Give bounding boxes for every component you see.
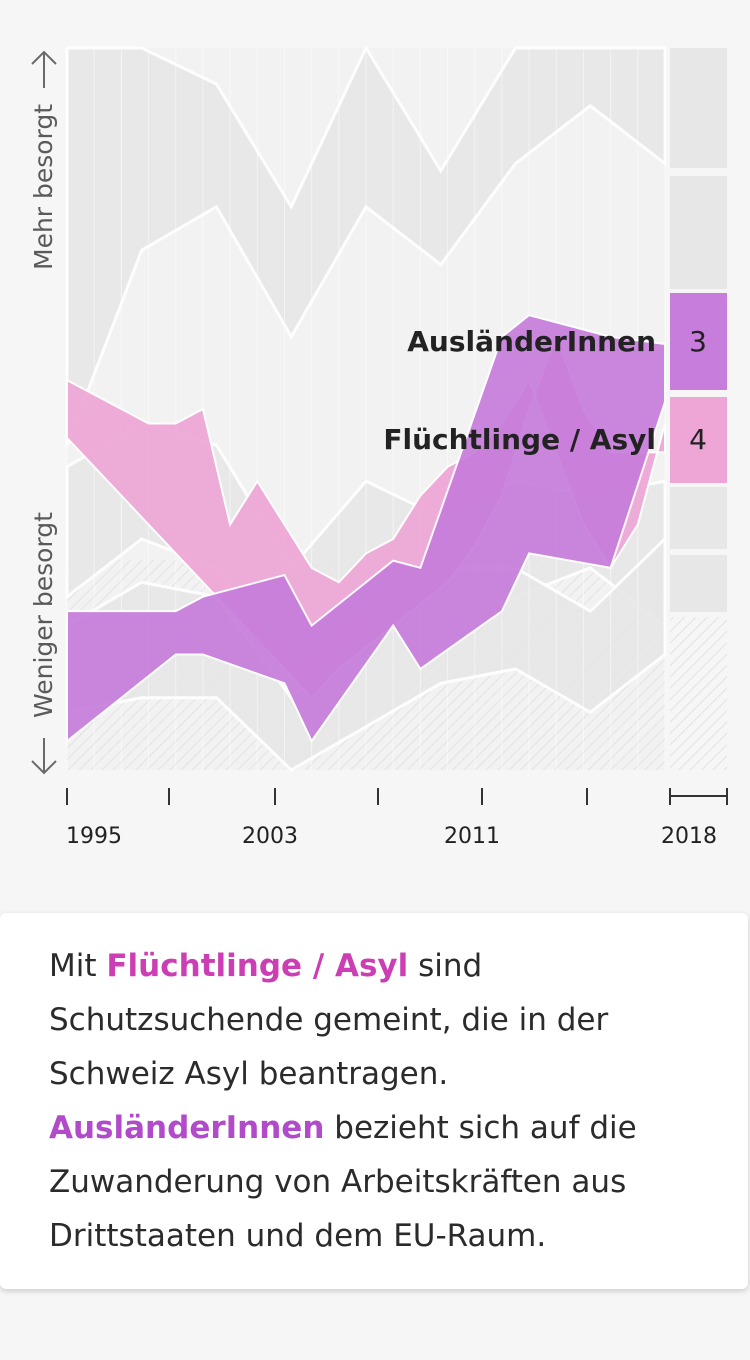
rank-cell [670,555,727,612]
x-tick-label: 2018 [661,824,717,849]
rank-cell [670,397,727,483]
term-auslaenderinnen: AusländerInnen [49,1110,325,1146]
note-foreigners-text: bezieht sich auf die Zuwanderung von Arb… [49,1110,637,1254]
series-band-auslaenderinnen [66,314,666,744]
note-refugees-text: sind Schutzsuchende gemeint, die in der … [49,948,609,1092]
series-labels: AusländerInnen 3 Flüchtlinge / Asyl 4 [383,325,707,456]
term-fluechtlinge-asyl: Flüchtlinge / Asyl [106,948,409,984]
rank-cell [670,487,727,549]
series-label-auslaenderinnen: AusländerInnen [407,325,656,358]
x-axis: 1995 2003 2011 2018 [66,788,728,849]
chart: Mehr besorgt Weniger besorgt 1995 2003 2… [29,48,728,849]
x-tick-2018-bracket [669,788,728,805]
rank-cell [670,48,727,168]
x-tick-label: 2003 [242,824,298,849]
note-intro: Mit [49,948,107,984]
y-label-bottom: Weniger besorgt [29,512,58,718]
y-axis: Mehr besorgt Weniger besorgt [29,50,58,775]
series-bands [66,314,666,744]
rank-cell [670,176,727,289]
rank-value-fluechtlinge: 4 [689,423,707,456]
x-tick-label: 1995 [66,824,122,849]
arrow-down-icon [31,738,57,775]
arrow-up-icon [31,50,57,88]
series-label-fluechtlinge: Flüchtlinge / Asyl [383,423,656,456]
explanation-card: Mit Flüchtlinge / Asyl sind Schutzsuchen… [0,913,748,1289]
rank-cell [670,617,727,770]
rank-value-auslaenderinnen: 3 [689,325,707,358]
x-tick-label: 2011 [444,824,500,849]
y-label-top: Mehr besorgt [29,104,58,270]
rank-cell [670,293,727,390]
chart-svg: Mehr besorgt Weniger besorgt 1995 2003 2… [29,48,728,849]
rank-column [670,48,727,770]
